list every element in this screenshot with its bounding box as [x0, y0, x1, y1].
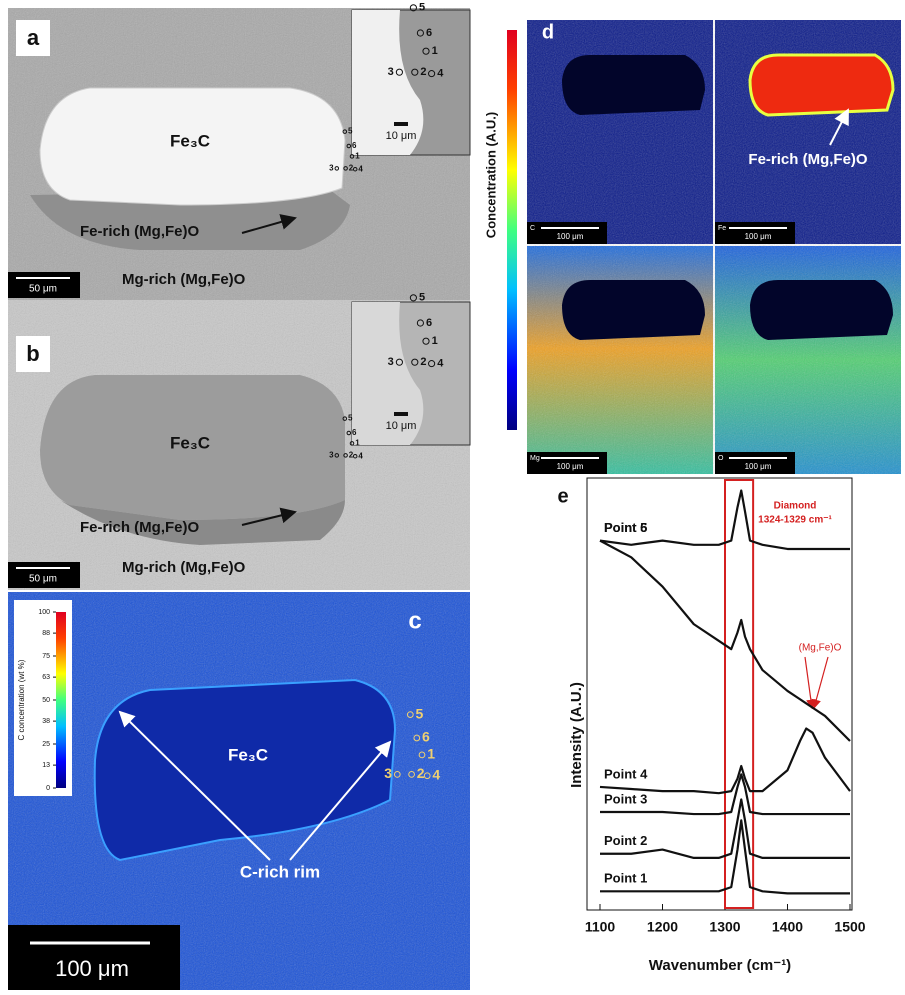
series-label: Point 2 — [604, 833, 647, 848]
scale-label: 100 μm — [745, 462, 772, 471]
point-label: 1 — [355, 439, 360, 448]
point-label: 3 — [329, 451, 334, 460]
colorbar-title: C concentration (wt %) — [17, 659, 26, 740]
grain — [750, 280, 893, 340]
panel-label: a — [27, 25, 40, 50]
element-label: Mg — [530, 455, 540, 462]
y-axis-label: Intensity (A.U.) — [568, 682, 585, 788]
rim-label: C-rich rim — [240, 862, 320, 881]
point-label: 3 — [388, 66, 394, 78]
panel-label: d — [542, 21, 554, 43]
point-label: 2 — [349, 451, 354, 460]
colorbar-tick-label: 25 — [42, 741, 50, 748]
point-label: 5 — [348, 127, 353, 136]
point-label: 5 — [348, 414, 353, 423]
point-label: 5 — [419, 292, 425, 304]
annotation: (Mg,Fe)O — [799, 643, 842, 654]
scale-label: 100 μm — [557, 462, 584, 471]
figure: a Fe₃C Fe-rich (Mg,Fe)O Mg-rich (Mg,Fe)O… — [0, 0, 905, 990]
scale-label: 50 μm — [29, 574, 57, 585]
grain — [562, 280, 705, 340]
point-label: 2 — [417, 765, 425, 781]
x-tick-label: 1300 — [709, 919, 740, 935]
element-label: Fe — [718, 225, 726, 232]
point-label: 2 — [420, 356, 426, 368]
point-label: 1 — [355, 152, 360, 161]
point-label: 4 — [358, 164, 363, 173]
point-label: 2 — [349, 164, 354, 173]
point-label: 3 — [329, 164, 334, 173]
point-label: 5 — [416, 705, 424, 721]
point-label: 6 — [352, 428, 357, 437]
series-label: Point 1 — [604, 871, 647, 886]
point-label: 1 — [432, 45, 438, 57]
grain — [750, 55, 893, 115]
panel-b: b Fe₃C Fe-rich (Mg,Fe)O Mg-rich (Mg,Fe)O… — [8, 300, 470, 590]
colorbar-tick-label: 88 — [42, 630, 50, 637]
point-label: 6 — [426, 27, 432, 39]
phase-label: Fe₃C — [170, 433, 210, 452]
colorbar-tick-label: 100 — [38, 609, 50, 616]
scale-label: 100 μm — [745, 232, 772, 241]
point-label: 4 — [437, 358, 444, 370]
scale-label: 50 μm — [29, 284, 57, 295]
scale-label: 100 μm — [55, 956, 129, 981]
colorbar-title: Concentration (A.U.) — [483, 112, 498, 238]
point-label: 1 — [432, 335, 438, 347]
colorbar-tick-label: 50 — [42, 697, 50, 704]
x-axis-label: Wavenumber (cm⁻¹) — [649, 957, 791, 974]
colorbar — [56, 612, 66, 788]
colorbar-tick-label: 13 — [42, 762, 50, 769]
x-tick-label: 1400 — [772, 919, 803, 935]
colorbar-tick-label: 63 — [42, 674, 50, 681]
panel-label: c — [408, 607, 421, 634]
grain — [562, 55, 705, 115]
point-label: 5 — [419, 2, 425, 14]
rim-label: Fe-rich (Mg,Fe)O — [80, 519, 199, 536]
x-tick-label: 1200 — [647, 919, 678, 935]
inset-scale-label: 10 μm — [386, 420, 417, 432]
panel-e: e Intensity (A.U.) Wavenumber (cm⁻¹) 110… — [557, 478, 865, 974]
colorbar-tick-label: 75 — [42, 653, 50, 660]
annotation: Fe-rich (Mg,Fe)O — [748, 151, 867, 168]
series-label: Point 3 — [604, 791, 647, 806]
colorbar-tick-label: 38 — [42, 718, 50, 725]
series-label: Point 4 — [604, 766, 648, 781]
inset-scale-label: 10 μm — [386, 130, 417, 142]
point-label: 4 — [358, 451, 363, 460]
point-label: 6 — [352, 141, 357, 150]
point-label: 4 — [432, 766, 440, 782]
point-label: 2 — [420, 66, 426, 78]
rim-label: Fe-rich (Mg,Fe)O — [80, 223, 199, 240]
colorbar-tick-label: 0 — [46, 785, 50, 792]
element-label: C — [530, 225, 535, 232]
point-label: 3 — [388, 356, 394, 368]
panel-a: a Fe₃C Fe-rich (Mg,Fe)O Mg-rich (Mg,Fe)O… — [8, 8, 470, 300]
element-label: O — [718, 455, 724, 462]
point-label: 3 — [384, 765, 392, 781]
point-label: 1 — [427, 746, 435, 762]
point-label: 4 — [437, 68, 444, 80]
x-tick-label: 1100 — [585, 919, 616, 935]
panel-d: Concentration (A.U.) d Fe-rich (Mg,Fe)O — [483, 20, 901, 474]
point-label: 6 — [422, 729, 430, 745]
matrix-label: Mg-rich (Mg,Fe)O — [122, 559, 246, 576]
series-label: Point 6 — [604, 520, 647, 535]
x-tick-label: 1500 — [834, 919, 865, 935]
scale-label: 100 μm — [557, 232, 584, 241]
panel-label: b — [26, 341, 39, 366]
panel-label: e — [557, 485, 568, 507]
highlight-subtitle: 1324-1329 cm⁻¹ — [758, 515, 832, 526]
matrix-label: Mg-rich (Mg,Fe)O — [122, 271, 246, 288]
highlight-title: Diamond — [774, 501, 817, 512]
phase-label: Fe₃C — [228, 745, 268, 764]
phase-label: Fe₃C — [170, 131, 210, 150]
point-label: 6 — [426, 317, 432, 329]
colorbar — [507, 30, 517, 430]
panel-c: c Fe₃C C-rich rim 100 μm C concentration… — [8, 592, 470, 990]
